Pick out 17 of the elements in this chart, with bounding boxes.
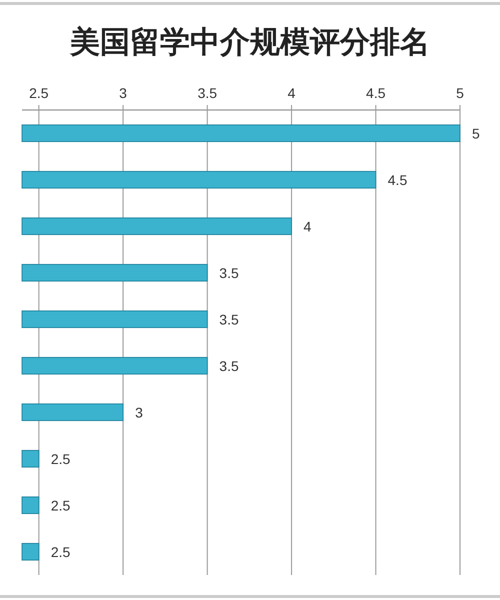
data-label: 2.5 [50, 450, 71, 467]
chart-title: 美国留学中介规模评分排名 [69, 25, 430, 59]
x-tick-label: 4 [288, 85, 296, 101]
data-label: 3 [135, 404, 144, 420]
data-label: 4 [304, 218, 312, 234]
data-label: 5 [472, 125, 480, 142]
data-label: 3.5 [219, 358, 239, 374]
data-label: 2.5 [50, 544, 71, 560]
x-tick-label: 3 [119, 85, 128, 101]
x-tick-label: 3.5 [198, 85, 218, 101]
data-label: 2.5 [50, 497, 71, 514]
x-tick-label: 2.5 [29, 85, 49, 101]
x-tick-label: 4.5 [366, 85, 386, 101]
data-label: 3.5 [219, 311, 239, 328]
data-label: 3.5 [219, 264, 239, 281]
data-label: 4.5 [388, 172, 408, 188]
x-tick-label: 5 [456, 85, 464, 101]
